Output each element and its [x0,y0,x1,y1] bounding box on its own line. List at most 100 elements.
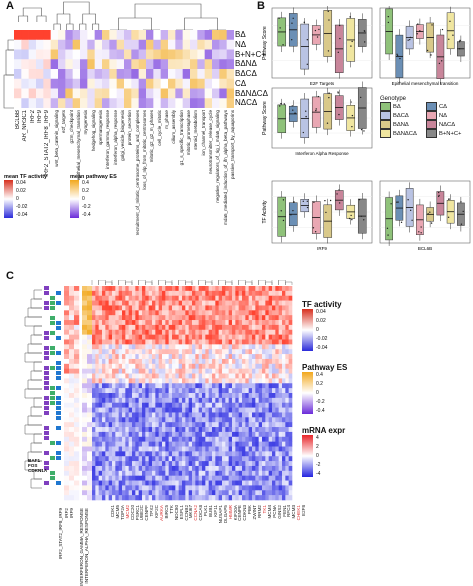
mrna-cell [262,475,266,481]
mrna-cell [272,388,276,394]
mrna-cell [128,305,133,311]
mrna-cell [155,431,159,438]
heatmap-cell [36,98,44,108]
mrna-cell [108,393,113,399]
mrna-cell [192,300,196,306]
mrna-cell [138,446,143,452]
mrna-cell [118,290,123,297]
es-cell [82,480,88,486]
mrna-cell [272,334,276,340]
genotype-row-label: B+N+C+ [235,49,266,59]
mrna-cell [102,300,106,306]
es-cell [82,485,88,491]
mrna-cell [225,295,229,301]
mrna-cell [245,315,249,321]
mrna-cell [105,407,109,413]
mrna-cell [128,320,133,326]
mrna-cell [165,393,169,399]
mrna-cell [182,378,186,384]
data-point [328,19,330,21]
mrna-cell [158,339,163,345]
data-point [282,44,284,46]
mrna-cell [145,290,149,297]
heatmap-cell [168,78,176,89]
es-cell [87,495,93,501]
mrna-cell [262,407,266,413]
mrna-cell [288,393,293,399]
mrna-cell [195,286,199,292]
legend-tick: -0.4 [82,212,91,218]
mrna-cell [182,475,186,481]
dendrogram-branch [92,23,100,30]
mrna-cell [212,485,216,491]
es-cell [82,286,88,292]
mrna-cell [232,480,236,486]
mrna-cell [228,354,233,360]
mrna-cell [122,310,126,316]
mrna-cell [202,349,206,355]
mrna-cell [145,358,149,365]
mrna-cell [275,383,279,389]
mrna-cell [282,378,286,384]
mrna-cell [212,480,216,486]
mrna-cell [252,480,256,486]
mrna-cell [125,427,129,433]
mrna-cell [148,320,153,326]
mrna-cell [105,378,109,384]
mrna-cell [115,383,119,389]
heatmap-cell [94,39,103,50]
tf-cell [69,344,75,350]
mrna-cell [262,402,266,408]
heatmap-cell [160,49,169,60]
mrna-cell [145,465,149,472]
mrna-cell [138,315,143,321]
mrna-cell [132,324,136,331]
mrna-cell [255,480,259,486]
es-cell [87,354,93,360]
mrna-cell [285,480,289,486]
mrna-cell [202,490,206,496]
mrna-cell [135,412,139,418]
mrna-cell [278,436,283,442]
mrna-cell [238,441,243,447]
mrna-cell [228,490,233,496]
mrna-cell [288,495,293,501]
tf-cell [74,407,80,413]
tf-cell [74,295,80,301]
heatmap-cell [153,69,161,80]
legend-tick: 4 [316,435,319,441]
annotation-cell [50,331,55,335]
tf-cell [74,329,80,335]
dendrogram-branch [251,277,259,285]
mrna-cell [178,300,183,306]
mrna-cell [282,456,286,462]
mrna-cell [105,422,109,428]
mrna-cell [198,451,203,457]
tf-cell [64,383,70,389]
mrna-cell [105,383,109,389]
mrna-cell [208,397,213,404]
mrna-cell [112,436,116,442]
heatmap-cell [87,78,95,89]
mrna-cell [288,329,293,335]
mrna-cell [198,324,203,331]
mrna-cell [92,436,96,442]
genotype-row-label: BΔNΔ [235,59,257,69]
mrna-cell [172,368,176,374]
mrna-cell [235,300,239,306]
mrna-cell [265,286,269,292]
mrna-cell [142,329,146,335]
heatmap-cell [146,49,154,60]
mrna-cell [112,378,116,384]
legend-swatch [380,111,391,120]
mrna-cell [98,461,103,467]
data-point [315,108,317,110]
mrna-cell [125,456,129,462]
mrna-cell [285,324,289,331]
mrna-cell [102,373,106,379]
mrna-cell [92,456,96,462]
es-cell [87,334,93,340]
mrna-cell [95,412,99,418]
mrna-cell [235,368,239,374]
mrna-cell [252,383,256,389]
